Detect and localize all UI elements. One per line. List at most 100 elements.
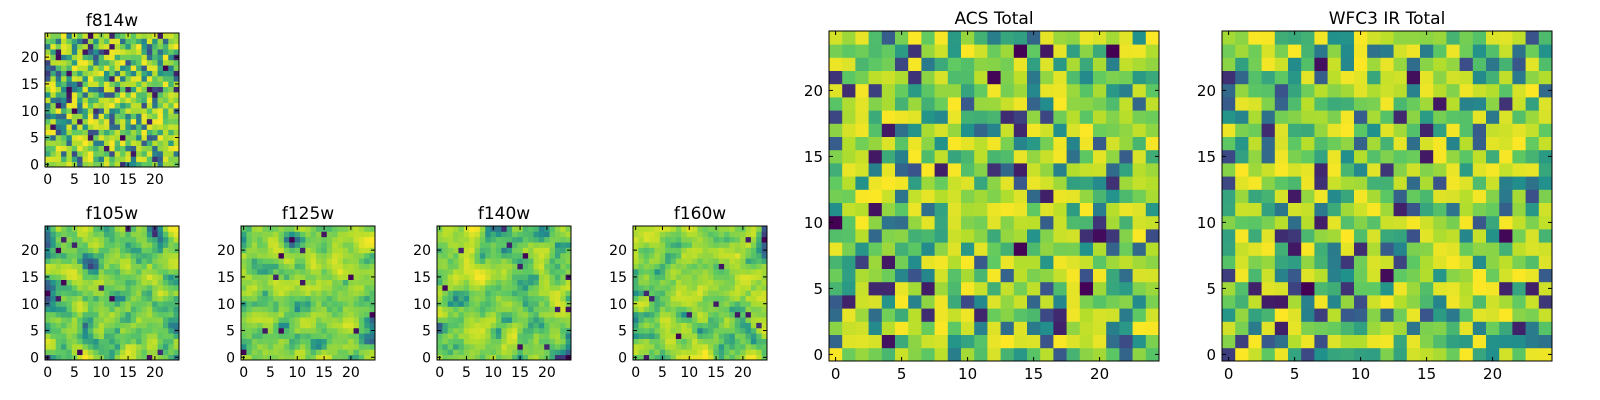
heatmap-cell [1459, 308, 1474, 322]
heatmap-cell [93, 59, 99, 66]
heatmap-cell [55, 322, 62, 329]
heatmap-cell [257, 258, 263, 264]
heatmap-cell [495, 279, 502, 286]
heatmap-cell [761, 349, 768, 356]
heatmap-cell [87, 231, 94, 238]
heatmap-cell [1106, 255, 1120, 269]
heatmap-cell [1222, 202, 1236, 217]
heatmap-cell [1367, 70, 1381, 85]
heatmap-cell [538, 317, 545, 323]
heatmap-cell [453, 349, 459, 356]
heatmap-cell [157, 150, 164, 157]
heatmap-cell [77, 247, 83, 254]
heatmap-cell [1248, 83, 1262, 98]
heatmap-cell [1053, 176, 1067, 190]
heatmap-cell [934, 189, 949, 203]
heatmap-cell [1079, 176, 1094, 190]
heatmap-cell [987, 347, 1001, 362]
heatmap-cell [77, 102, 83, 109]
heatmap-cell [66, 333, 73, 339]
heatmap-cell [332, 343, 338, 350]
heatmap-cell [1027, 295, 1041, 309]
heatmap-cell [1106, 149, 1120, 164]
heatmap-cell [326, 290, 333, 297]
heatmap-cell [130, 343, 137, 350]
heatmap-cell [724, 258, 730, 264]
heatmap-cell [670, 311, 677, 318]
heatmap-cell [675, 247, 682, 254]
heatmap-cell [528, 306, 534, 313]
heatmap-cell [729, 236, 736, 243]
heatmap-cell [665, 284, 671, 291]
heatmap-cell [310, 247, 317, 254]
heatmap-cell [71, 91, 78, 98]
heatmap-cell [157, 134, 164, 141]
heatmap-cell [1261, 321, 1276, 335]
heatmap-cell [1486, 70, 1500, 85]
heatmap-cell [353, 284, 360, 291]
heatmap-cell [98, 156, 105, 163]
heatmap-cell [554, 290, 561, 297]
heatmap-cell [842, 347, 856, 362]
heatmap-cell [947, 189, 962, 203]
heatmap-cell [136, 338, 142, 345]
heatmap-cell [745, 279, 752, 286]
heatmap-cell [881, 163, 896, 177]
heatmap-cell [246, 263, 253, 270]
heatmap-cell [114, 295, 121, 302]
heatmap-cell [1433, 347, 1447, 362]
heatmap-cell [1499, 70, 1513, 85]
heatmap-cell [305, 333, 312, 339]
heatmap-cell [708, 279, 714, 286]
heatmap-cell [1248, 242, 1262, 256]
heatmap-cell [675, 343, 682, 350]
heatmap-cell [251, 242, 258, 248]
heatmap-cell [895, 242, 909, 256]
heatmap-cell [1119, 308, 1133, 322]
heatmap-cell [1499, 163, 1513, 177]
heatmap-cell [289, 231, 295, 238]
heatmap-cell [1301, 163, 1315, 177]
heatmap-cell [71, 327, 78, 334]
y-tick-label: 5 [30, 131, 39, 147]
heatmap-cell [921, 202, 935, 217]
heatmap-cell [1340, 268, 1355, 283]
heatmap-cell [136, 33, 142, 39]
heatmap-cell [921, 347, 935, 362]
heatmap-cell [141, 70, 148, 77]
heatmap-cell [665, 354, 671, 361]
heatmap-cell [109, 65, 116, 71]
heatmap-cell [61, 317, 67, 323]
heatmap-cell [713, 343, 720, 350]
heatmap-cell [442, 322, 449, 329]
heatmap-cell [289, 295, 295, 302]
heatmap-cell [93, 301, 99, 307]
heatmap-cell [544, 301, 550, 307]
heatmap-cell [251, 301, 258, 307]
heatmap-cell [1433, 295, 1447, 309]
heatmap-cell [947, 321, 962, 335]
heatmap-cell [1446, 31, 1460, 45]
heatmap-cell [109, 134, 116, 141]
heatmap-cell [289, 279, 295, 286]
heatmap-cell [1380, 242, 1394, 256]
heatmap-cell [842, 334, 856, 349]
heatmap-cell [157, 38, 164, 45]
heatmap-cell [1314, 136, 1328, 151]
heatmap-cell [55, 226, 62, 232]
heatmap-cell [162, 327, 169, 334]
heatmap-cell [495, 290, 502, 297]
heatmap-cell [114, 231, 121, 238]
heatmap-cell [1040, 321, 1054, 335]
heatmap-cell [157, 343, 164, 350]
heatmap-cell [66, 247, 73, 254]
heatmap-cell [283, 317, 290, 323]
heatmap-cell [1393, 347, 1408, 362]
heatmap-cell [55, 349, 62, 356]
heatmap-cell [1354, 44, 1368, 58]
heatmap-cell [1472, 44, 1487, 58]
heatmap-cell [87, 317, 94, 323]
heatmap-cell [1525, 83, 1540, 98]
heatmap-cell [501, 306, 508, 313]
heatmap-cell [305, 284, 312, 291]
